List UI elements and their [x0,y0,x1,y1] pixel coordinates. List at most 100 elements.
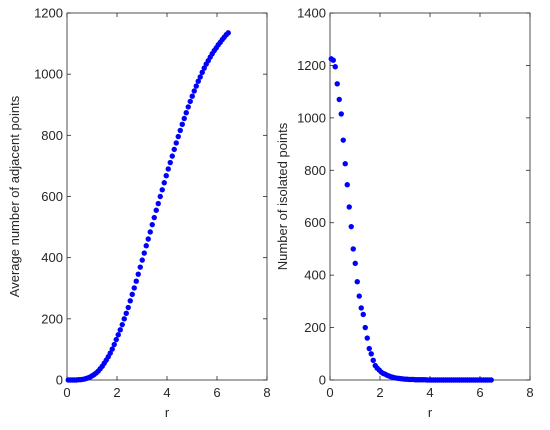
data-point [364,335,370,341]
data-point [336,96,342,103]
data-point [193,83,199,89]
data-point [129,291,135,298]
data-point [121,316,127,322]
data-point [334,81,340,87]
data-point [346,204,352,210]
data-point [165,166,171,172]
data-point [332,64,338,70]
y-tick-label: 400 [41,250,63,265]
data-point [159,187,165,193]
data-point [197,74,203,80]
data-point [123,310,129,317]
data-point [117,327,123,333]
data-point [169,153,175,159]
data-point [127,298,133,304]
y-tick-label: 1400 [297,6,326,21]
plot-frame [66,12,268,381]
data-point [181,115,187,122]
data-point [342,161,348,167]
x-tick-label: 0 [326,385,333,400]
data-point [368,351,374,357]
data-point [153,207,159,213]
data-point [113,336,119,343]
data-point [119,321,125,328]
y-axis-label: Number of isolated points [275,122,290,270]
data-point [173,140,179,146]
data-point [177,127,183,134]
data-point [195,78,201,84]
data-point [179,121,185,128]
y-tick-label: 0 [56,373,63,388]
y-tick-label: 800 [41,128,63,143]
data-point [348,223,354,230]
data-point [201,65,207,71]
y-tick-label: 400 [304,268,326,283]
data-point [360,311,366,318]
data-point [135,271,141,277]
y-tick-label: 200 [304,320,326,335]
data-series [65,30,231,383]
data-point [366,345,372,352]
data-point [157,193,163,200]
data-point [149,221,155,228]
data-point [143,243,149,249]
y-tick-label: 600 [41,189,63,204]
y-tick-label: 1000 [297,110,326,125]
data-point [191,88,197,94]
data-point [175,133,181,140]
y-tick-label: 200 [41,311,63,326]
data-point [151,214,157,221]
y-axis-label: Average number of adjacent points [7,95,22,297]
x-tick-label: 0 [63,385,70,400]
x-axis-label: r [428,405,433,420]
data-point [199,69,205,76]
data-point [107,350,113,356]
data-point [338,111,344,117]
data-point [131,285,137,291]
data-point [488,377,494,383]
data-point [340,137,346,143]
chart-panel-left: 0 2 4 6 8 0 200 400 600 800 1000 1200 r Average numbe… [7,6,271,421]
y-tick-label: 0 [319,373,326,388]
data-point [161,180,167,186]
data-point [125,304,131,311]
data-point [145,236,151,242]
data-point [115,332,121,338]
y-tick-label: 1200 [34,6,63,21]
data-point [139,257,145,263]
data-point [167,159,173,166]
data-point [109,346,115,352]
data-point [354,279,360,285]
data-point [350,246,356,252]
data-point [163,173,169,179]
data-point [358,305,364,311]
data-point [225,30,231,36]
x-tick-label: 2 [113,385,120,400]
data-point [362,324,368,331]
data-point [356,293,362,299]
chart-panel-right: 0 2 4 6 8 0 200 400 600 800 1000 1200 1400 r Number of… [275,6,534,421]
x-tick-label: 4 [163,385,170,400]
data-series [328,56,494,383]
plot-frame [329,12,531,381]
x-axis-label: r [165,405,170,420]
x-tick-label: 6 [213,385,220,400]
data-point [155,200,161,207]
x-tick-label: 2 [376,385,383,400]
y-tick-label: 800 [304,163,326,178]
data-point [147,229,153,235]
data-point [352,260,358,267]
data-point [137,264,143,270]
data-point [141,250,147,256]
x-tick-label: 8 [263,385,270,400]
y-tick-label: 1000 [34,67,63,82]
data-point [344,182,350,188]
y-tick-label: 600 [304,215,326,230]
x-tick-label: 6 [476,385,483,400]
data-point [330,57,336,63]
data-point [185,104,191,110]
data-point [133,278,139,284]
x-tick-label: 4 [426,385,433,400]
